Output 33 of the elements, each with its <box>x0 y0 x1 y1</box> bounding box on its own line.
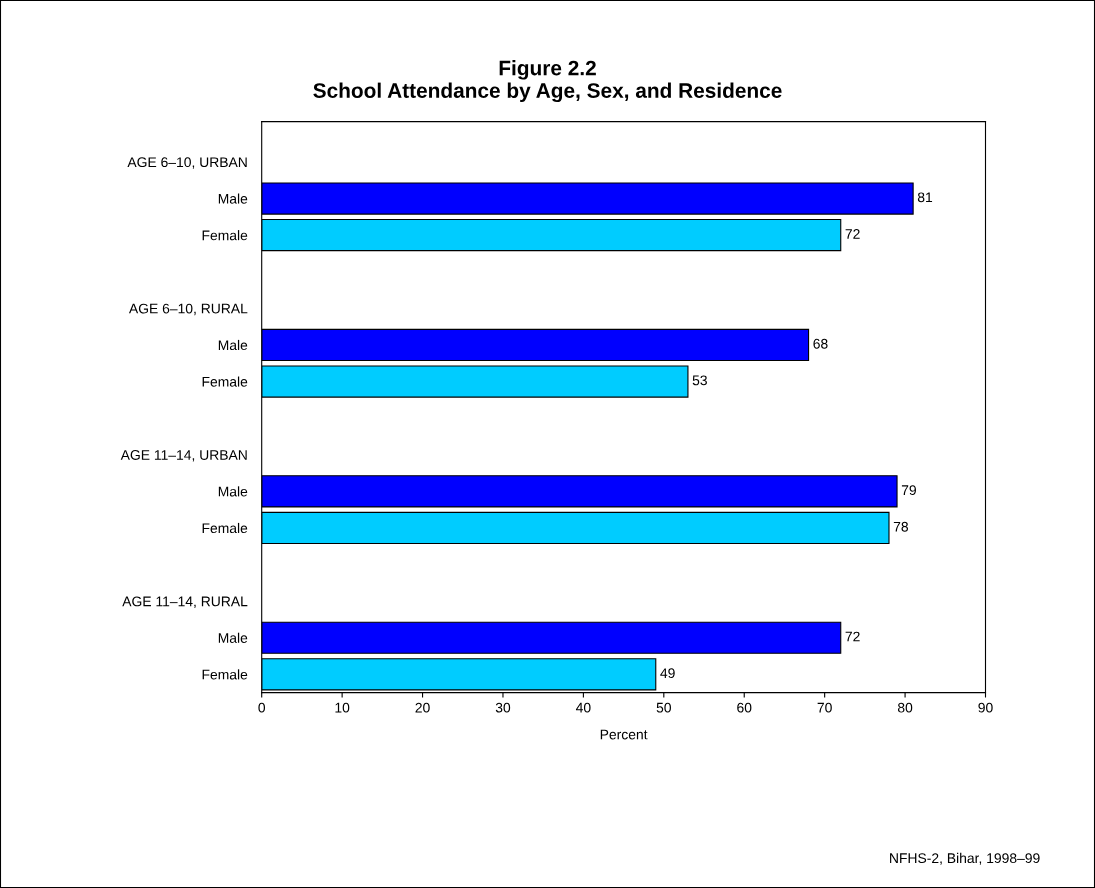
y-tick-label: Male <box>218 339 248 351</box>
y-tick-label: Female <box>202 669 248 680</box>
data-label: 81 <box>917 192 933 203</box>
data-label: 53 <box>692 375 707 386</box>
data-label: 68 <box>813 338 828 349</box>
x-tick-label: 80 <box>897 702 913 713</box>
text: NFHS-2, Bihar, 1998–99 <box>890 852 1040 865</box>
y-tick-label: Female <box>202 230 248 241</box>
x-tick-label: 60 <box>737 702 752 713</box>
chart-title: Figure 2.2 School Attendance by Age, Sex, and Residence <box>313 60 782 103</box>
y-tick-label: AGE 11–14, URBAN <box>120 450 247 462</box>
x-tick-label: 90 <box>978 702 993 713</box>
y-tick-label: AGE 6–10, URBAN <box>127 157 247 169</box>
y-tick-label: Female <box>202 376 248 387</box>
data-label: 79 <box>901 485 916 496</box>
data-label: 49 <box>660 668 675 679</box>
y-tick-label: Male <box>218 486 248 497</box>
x-tick-label: 40 <box>575 702 591 713</box>
data-label: 78 <box>893 521 909 532</box>
y-tick-label: AGE 6–10, RURAL <box>128 303 248 316</box>
x-tick-label: 20 <box>415 702 430 713</box>
x-tick-label: 10 <box>335 702 350 713</box>
y-tick-label: Male <box>218 632 248 643</box>
x-tick-label: 50 <box>656 702 671 713</box>
y-tick-label: Male <box>218 193 248 204</box>
x-tick-label: 70 <box>817 702 832 713</box>
x-axis-title: Percent <box>600 729 648 740</box>
data-label: 72 <box>845 631 860 642</box>
y-tick-label: AGE 11–14, RURAL <box>122 596 248 608</box>
x-tick-label: 0 <box>258 702 266 713</box>
data-label: 72 <box>845 229 860 239</box>
y-tick-label: Female <box>202 522 248 534</box>
x-tick-label: 30 <box>495 702 511 713</box>
